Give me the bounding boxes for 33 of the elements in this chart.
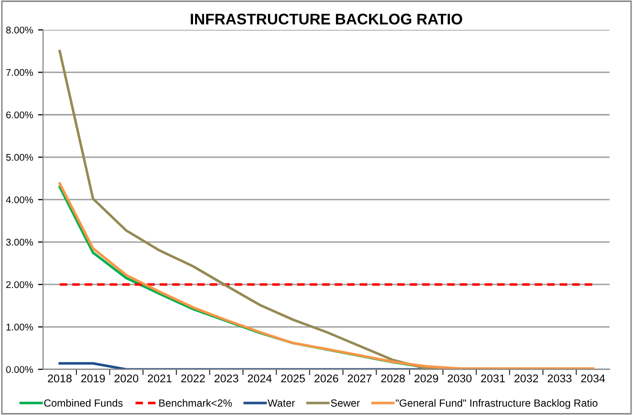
x-tick-label: 2028	[381, 374, 405, 382]
y-tick-label: 1.00%	[6, 324, 33, 331]
y-tick-label: 7.00%	[6, 69, 33, 76]
legend-label: Benchmark<2%	[159, 399, 232, 407]
x-tick-label: 2020	[114, 374, 138, 382]
y-tick-label: 0.00%	[6, 366, 33, 373]
y-tick-label: 3.00%	[6, 238, 33, 246]
chart-title: INFRASTRUCTURE BACKLOG RATIO	[190, 14, 462, 24]
x-tick-label: 2029	[414, 374, 438, 382]
y-tick-label: 4.00%	[6, 196, 33, 204]
x-tick-label: 2019	[81, 374, 105, 382]
x-tick-label: 2023	[214, 374, 238, 382]
line-series	[58, 182, 594, 370]
x-tick-label: 2022	[181, 374, 205, 382]
y-tick-label: 5.00%	[6, 154, 33, 161]
x-tick-label: 2021	[148, 374, 172, 382]
x-tick-label: 2024	[248, 374, 272, 382]
y-tick-label: 8.00%	[6, 26, 33, 34]
x-tick-label: 2030	[448, 374, 472, 382]
y-tick-label: 2.00%	[6, 281, 33, 288]
x-tick-label: 2031	[481, 374, 505, 382]
x-tick-label: 2033	[548, 374, 572, 382]
legend-label: Water	[268, 399, 295, 407]
x-tick-label: 2026	[314, 374, 338, 382]
x-tick-label: 2032	[514, 374, 538, 382]
legend-label: Combined Funds	[44, 399, 123, 407]
x-tick-label: 2034	[581, 374, 605, 382]
x-tick-label: 2027	[348, 374, 372, 382]
y-tick-label: 6.00%	[6, 111, 33, 118]
legend-label: Sewer	[330, 399, 360, 407]
x-tick-label: 2018	[48, 374, 72, 382]
x-tick-label: 2025	[281, 374, 305, 382]
legend-label: "General Fund" Infrastructure Backlog Ratio	[396, 399, 598, 409]
